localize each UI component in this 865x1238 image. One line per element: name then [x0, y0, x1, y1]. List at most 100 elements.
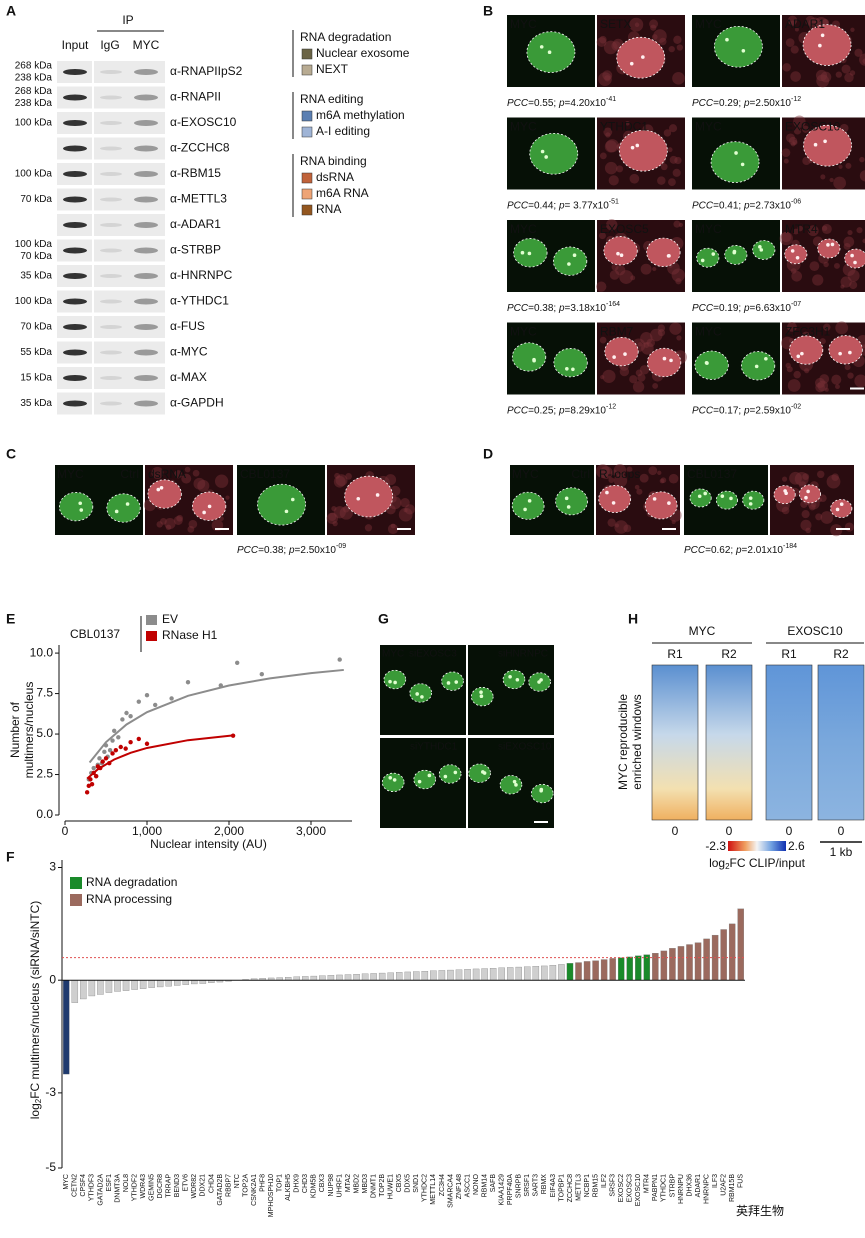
channel-label: MYC: [510, 120, 537, 134]
texture: [333, 475, 346, 488]
texture: [600, 375, 605, 380]
focus: [848, 350, 852, 355]
nucleus: [552, 246, 588, 276]
band: [100, 146, 122, 151]
texture: [598, 232, 606, 240]
texture: [333, 506, 346, 519]
panel-label: A: [6, 3, 16, 19]
channel-label: R-loops: [599, 467, 640, 481]
band: [63, 273, 87, 279]
channel-label: EXOSC10: [785, 120, 841, 134]
texture: [334, 472, 341, 479]
y-tick-label: 0.0: [36, 807, 53, 821]
bar: [455, 969, 463, 981]
kda-label: 70 kDa: [20, 251, 52, 262]
focus: [388, 679, 392, 684]
bar: [302, 976, 309, 981]
legend-swatch: [301, 48, 313, 60]
texture: [632, 381, 645, 393]
texture: [791, 270, 803, 282]
bar: [165, 980, 172, 987]
texture: [156, 521, 163, 528]
nucleus: [742, 490, 765, 510]
bar: [80, 980, 87, 1000]
focus: [830, 242, 835, 247]
focus: [764, 356, 768, 361]
texture: [672, 72, 685, 85]
pcc-label: PCC: [692, 98, 714, 109]
texture: [794, 472, 809, 486]
bar: [481, 968, 488, 981]
point: [102, 749, 107, 755]
kda-label: 100 kDa: [15, 169, 53, 180]
texture: [849, 70, 856, 76]
focus: [818, 43, 822, 48]
bar: [489, 968, 497, 981]
p-exponent: -51: [609, 198, 619, 205]
texture: [384, 474, 397, 486]
legend-swatch: [70, 877, 82, 889]
texture: [604, 75, 611, 82]
nucleus: [616, 36, 666, 79]
bar: [199, 980, 207, 984]
bar: [387, 972, 394, 981]
bar: [592, 960, 599, 981]
point: [112, 728, 117, 734]
x-tick-label: ILF3: [712, 1174, 719, 1188]
texture: [678, 222, 684, 228]
texture: [782, 476, 788, 482]
focus: [629, 61, 634, 66]
texture: [805, 527, 811, 534]
bar: [430, 970, 437, 981]
band: [100, 70, 122, 74]
texture: [815, 513, 823, 521]
band: [134, 69, 158, 75]
x-tick-label: DNMT3A: [114, 1174, 121, 1203]
bar: [498, 967, 505, 981]
bar: [105, 980, 113, 993]
x-tick-label: ESF1: [106, 1174, 113, 1192]
micrograph: [684, 465, 768, 535]
y-axis-label: log2FC multimers/nucleus (siRNA/siNTC): [28, 901, 43, 1120]
p-exponent: -164: [606, 301, 620, 308]
point: [107, 748, 113, 753]
nucleus: [147, 479, 182, 509]
texture: [807, 225, 819, 237]
texture: [608, 175, 619, 186]
texture: [614, 523, 619, 528]
texture: [605, 132, 611, 138]
colorbar: [728, 841, 786, 851]
micrograph: [779, 220, 865, 292]
texture: [607, 518, 616, 527]
nucleus: [694, 350, 729, 380]
micrograph: [597, 322, 687, 395]
texture: [657, 324, 666, 332]
point: [120, 717, 125, 722]
focus: [759, 248, 764, 252]
nucleus: [773, 485, 796, 505]
focus: [207, 504, 212, 509]
watermark: 英拜生物: [736, 1204, 784, 1218]
texture: [815, 69, 828, 82]
bar: [361, 973, 369, 981]
texture: [831, 374, 842, 385]
antibody-label: α-EXOSC10: [170, 115, 237, 129]
focus: [508, 674, 512, 679]
texture: [822, 225, 828, 231]
texture: [219, 516, 224, 521]
band: [134, 222, 158, 228]
x-tick-label: 0: [786, 824, 793, 838]
legend-swatch: [301, 126, 313, 138]
micrograph: [781, 115, 865, 190]
x-tick-label: DDX5: [405, 1174, 412, 1193]
point: [169, 696, 174, 701]
group-label: EXOSC10: [787, 624, 843, 638]
channel-label: dsRNA: [148, 467, 186, 481]
band: [63, 298, 87, 305]
texture: [819, 338, 826, 345]
focus: [156, 487, 161, 492]
band: [63, 171, 87, 177]
nucleus: [644, 491, 678, 520]
focus: [443, 774, 448, 779]
